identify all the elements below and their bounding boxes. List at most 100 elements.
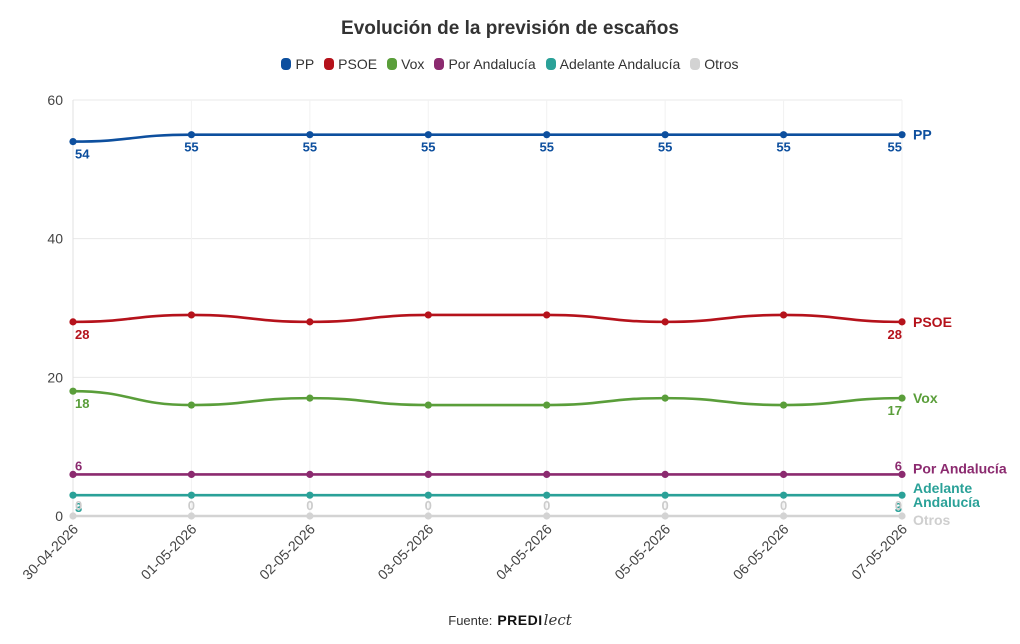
legend-item[interactable]: Vox <box>387 56 424 72</box>
series-line-vox <box>71 389 904 407</box>
data-label: 0 <box>306 498 313 513</box>
series-end-label-line: Adelante <box>913 480 972 496</box>
data-point <box>779 311 788 319</box>
y-tick-label: 40 <box>47 231 63 247</box>
series-end-label-line: Andalucía <box>913 494 980 510</box>
y-tick-label: 20 <box>47 369 63 385</box>
x-tick-label: 05-05-2026 <box>611 521 673 583</box>
data-label: 0 <box>662 498 669 513</box>
legend-item[interactable]: PSOE <box>324 56 377 72</box>
data-label: 28 <box>75 327 89 342</box>
data-label: 0 <box>895 498 902 513</box>
x-tick-label: 06-05-2026 <box>730 521 792 583</box>
data-point <box>898 131 906 139</box>
data-label: 3 <box>75 500 82 515</box>
data-point <box>779 491 788 499</box>
data-point <box>424 131 432 139</box>
data-point <box>898 512 906 520</box>
data-point <box>306 491 314 499</box>
data-point <box>424 512 432 520</box>
data-point <box>898 470 906 478</box>
legend-swatch <box>387 58 398 70</box>
x-tick-label: 04-05-2026 <box>493 521 555 583</box>
legend-swatch <box>545 58 556 70</box>
legend-swatch <box>324 58 335 70</box>
legend-label: Adelante Andalucía <box>559 56 681 72</box>
series-end-label: Por Andalucía <box>913 460 1007 476</box>
series-end-label: Adelante Andalucía <box>913 480 980 510</box>
data-point <box>69 138 77 146</box>
series-end-label: PP <box>913 127 932 143</box>
data-point <box>661 512 669 520</box>
source-label: Fuente: <box>448 612 493 628</box>
x-tick-label: 07-05-2026 <box>848 521 910 583</box>
data-label: 0 <box>188 498 195 513</box>
data-label: 0 <box>780 498 787 513</box>
legend-label: PP <box>295 56 315 72</box>
data-point <box>69 470 77 478</box>
data-point <box>69 387 77 395</box>
legend-item[interactable]: Por Andalucía <box>434 56 536 72</box>
data-label: 0 <box>425 498 432 513</box>
legend-swatch <box>434 58 445 70</box>
legend-item[interactable]: Otros <box>690 56 739 72</box>
data-point <box>187 512 196 520</box>
legend-item[interactable]: PP <box>281 56 314 72</box>
data-point <box>306 470 314 478</box>
legend-swatch <box>281 58 292 70</box>
data-point <box>424 401 432 409</box>
legend-swatch <box>690 58 701 70</box>
x-tick-label: 03-05-2026 <box>374 521 436 583</box>
data-point <box>69 491 77 499</box>
data-label: 0 <box>543 498 550 513</box>
data-point <box>898 318 906 326</box>
data-point <box>306 131 314 139</box>
data-point <box>779 512 788 520</box>
data-point <box>898 491 906 499</box>
brand-script-text: lect <box>543 611 572 629</box>
data-label: 55 <box>776 140 790 155</box>
series-end-label: Vox <box>913 390 938 406</box>
data-point <box>187 311 196 319</box>
data-point <box>69 318 77 326</box>
chart-footer: Fuente: PREDIlect <box>0 611 1020 629</box>
data-point <box>543 311 551 319</box>
data-label: 18 <box>75 396 89 411</box>
chart-title: Evolución de la previsión de escaños <box>341 18 679 39</box>
data-label: 0 <box>75 498 82 513</box>
data-point <box>69 512 77 520</box>
data-point <box>543 401 551 409</box>
data-point <box>543 470 551 478</box>
data-point <box>543 512 551 520</box>
data-point <box>306 394 314 402</box>
data-label: 55 <box>658 140 672 155</box>
series-end-label: PSOE <box>913 314 952 330</box>
data-point <box>661 318 669 326</box>
x-tick-label: 01-05-2026 <box>138 521 200 583</box>
series-end-label-line: Vox <box>913 390 938 406</box>
data-point <box>779 401 788 409</box>
series-end-label-line: PSOE <box>913 314 952 330</box>
data-label: 6 <box>895 458 902 473</box>
data-point <box>306 318 314 326</box>
source-brand-logo: PREDIlect <box>497 611 571 629</box>
series-end-label-line: PP <box>913 127 932 143</box>
data-point <box>661 394 669 402</box>
series-end-label-line: Otros <box>913 512 951 528</box>
data-point <box>661 470 669 478</box>
legend-label: PSOE <box>338 56 378 72</box>
series-line-psoe <box>71 313 904 324</box>
data-label: 17 <box>888 403 902 418</box>
y-tick-label: 60 <box>47 92 63 108</box>
data-point <box>187 401 196 409</box>
legend-label: Otros <box>704 56 739 72</box>
data-point <box>306 512 314 520</box>
data-label: 6 <box>75 458 82 473</box>
legend-item[interactable]: Adelante Andalucía <box>545 56 681 72</box>
data-point <box>187 131 196 139</box>
data-point <box>424 491 432 499</box>
series-end-label: Otros <box>913 512 951 528</box>
data-label: 55 <box>888 140 902 155</box>
data-point <box>543 491 551 499</box>
data-point <box>779 470 788 478</box>
